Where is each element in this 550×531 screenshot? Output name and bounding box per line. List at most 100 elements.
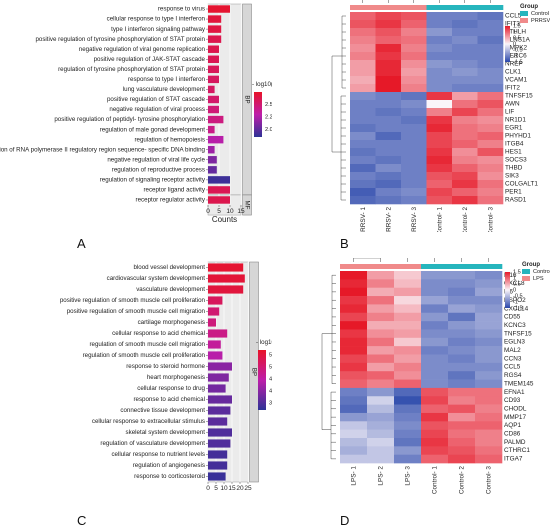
heatmap-cell xyxy=(452,124,478,133)
heatmap-cell xyxy=(375,84,402,93)
heatmap-cell xyxy=(475,346,503,355)
panel-label-c: C xyxy=(77,513,87,528)
column-label: PRRSV- 2 xyxy=(385,207,392,232)
heatmap-cell xyxy=(448,346,476,355)
heatmap-cell xyxy=(426,92,453,101)
heatmap-cell xyxy=(401,60,427,69)
heatmap-cell xyxy=(375,132,402,141)
category-label: skeletal system development xyxy=(126,429,206,436)
category-label: regulation of reproductive process xyxy=(112,166,205,173)
category-label: cellular response to acid chemical xyxy=(112,330,205,337)
heatmap-cell xyxy=(401,36,427,45)
heatmap-cell xyxy=(367,396,395,405)
group-annotation-cell xyxy=(401,5,427,10)
heatmap-cell xyxy=(421,279,449,288)
group-annotation-cell xyxy=(367,264,395,269)
scale-colorbar xyxy=(505,26,510,62)
heatmap-cell xyxy=(475,321,503,330)
gene-label: CLNS1A xyxy=(505,37,531,44)
scale-tick-label: 1 xyxy=(513,275,516,281)
heatmap-cell xyxy=(394,429,422,439)
heatmap-cell xyxy=(426,108,453,117)
category-label: regulation of vasculature development xyxy=(100,440,205,447)
category-label: cellular response to type I interferon xyxy=(107,16,206,23)
group-annotation-cell xyxy=(475,264,503,269)
heatmap-cell xyxy=(394,379,422,389)
legend-tick-label: 3.5 xyxy=(269,400,272,406)
heatmap-cell xyxy=(475,404,503,414)
gene-label: IL16 xyxy=(504,272,517,279)
heatmap-cell xyxy=(426,116,453,125)
heatmap-cell xyxy=(421,312,449,322)
heatmap-cell xyxy=(401,84,427,93)
plot-panel-background xyxy=(207,261,249,483)
heatmap-cell xyxy=(340,454,368,464)
heatmap-cell xyxy=(475,337,503,347)
heatmap-cell xyxy=(394,271,422,280)
heatmap-cell xyxy=(426,156,453,165)
gene-label: LIF xyxy=(505,109,514,116)
heatmap-cell xyxy=(426,180,453,189)
column-label: PRRSV- 3 xyxy=(411,207,418,232)
heatmap-cell xyxy=(452,44,478,53)
heatmap-cell xyxy=(452,108,478,117)
heatmap-cell xyxy=(448,304,476,314)
gene-label: MAL2 xyxy=(504,347,521,354)
gene-label: COLGALT1 xyxy=(505,181,538,188)
heatmap-cell xyxy=(475,287,503,297)
heatmap-cell xyxy=(401,52,427,61)
heatmap-cell xyxy=(401,12,427,21)
heatmap-cell xyxy=(350,76,376,85)
column-label: Control- 2 xyxy=(462,207,469,232)
heatmap-cell xyxy=(375,188,402,197)
heatmap-cell xyxy=(475,438,503,447)
heatmap-cell xyxy=(367,404,395,414)
heatmap-cell xyxy=(452,76,478,85)
heatmap-cell xyxy=(367,421,395,430)
heatmap-cell xyxy=(375,36,402,45)
heatmap-cell xyxy=(367,354,395,364)
x-tick-label: 15 xyxy=(228,485,236,492)
heatmap-cell xyxy=(367,454,395,464)
heatmap-cell xyxy=(350,20,376,29)
group-annotation-cell xyxy=(350,5,376,10)
legend-tick-label: 5.5 xyxy=(269,352,272,358)
heatmap-cell xyxy=(367,296,395,305)
heatmap-cell xyxy=(350,44,376,53)
x-tick-label: 0 xyxy=(206,485,210,492)
heatmap-cell xyxy=(394,404,422,414)
heatmap-cell xyxy=(421,321,449,330)
facet-strip-label: BP xyxy=(250,368,257,376)
heatmap-cell xyxy=(340,337,368,347)
heatmap-b-svg: CCL5IFIT3PTHLHCLNS1ACMPK2HERC6NREPCLK1VC… xyxy=(331,0,550,232)
group-legend-swatch xyxy=(520,11,528,16)
bar xyxy=(208,274,245,283)
group-legend-label: Control xyxy=(531,11,549,17)
bar xyxy=(208,35,222,43)
bar xyxy=(208,186,230,194)
bar xyxy=(208,439,231,448)
group-legend-label: Control xyxy=(533,269,550,275)
panel-b-heatmap: CCL5 IFIT3 PTHLH CLNS1A CMPK2 HERC6 NREP CLK1 VC… xyxy=(292,0,550,232)
heatmap-cell xyxy=(401,124,427,133)
heatmap-cell xyxy=(448,379,476,389)
heatmap-cell xyxy=(401,92,427,101)
heatmap-cell xyxy=(394,438,422,447)
heatmap-cell xyxy=(394,421,422,430)
heatmap-cell xyxy=(340,412,368,422)
category-label: response to corticosteroid xyxy=(134,473,205,480)
heatmap-cell xyxy=(401,140,427,149)
heatmap-cell xyxy=(452,52,478,61)
heatmap-cell xyxy=(375,180,402,189)
scale-tick-label: 0.5 xyxy=(513,281,521,287)
panel-label-d: D xyxy=(340,513,350,528)
heatmap-cell xyxy=(367,287,395,297)
bar xyxy=(208,135,224,144)
heatmap-cell xyxy=(448,362,476,372)
heatmap-cell xyxy=(340,379,368,389)
heatmap-cell xyxy=(375,68,402,77)
heatmap-cell xyxy=(340,371,368,380)
bar xyxy=(208,406,231,415)
gene-label: RGS4 xyxy=(504,372,522,379)
heatmap-cell xyxy=(452,148,478,157)
